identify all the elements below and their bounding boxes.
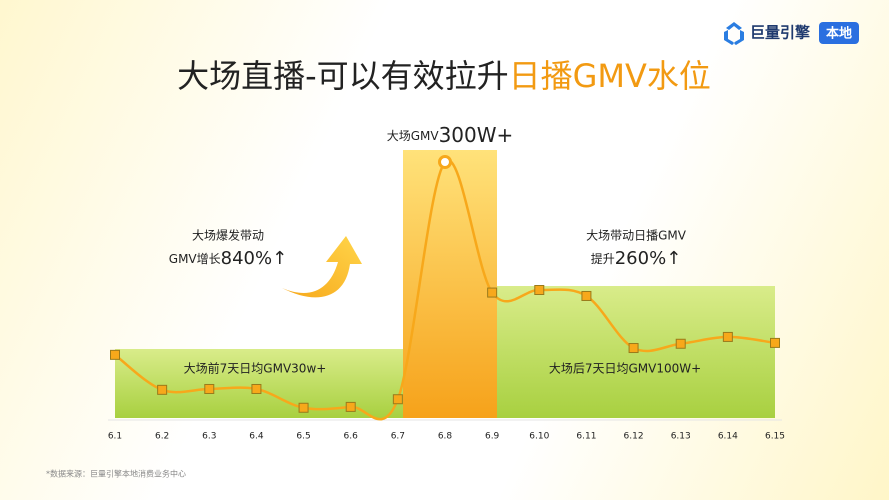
lift-line1: 大场带动日播GMV xyxy=(586,229,687,243)
lift-annotation: 提升260%↑ xyxy=(591,248,682,269)
x-tick-label: 6.12 xyxy=(624,432,644,442)
badge: 本地 xyxy=(826,26,852,42)
marker xyxy=(392,394,403,405)
marker xyxy=(251,383,262,394)
peak-marker xyxy=(438,155,452,169)
marker xyxy=(298,402,309,413)
marker xyxy=(581,290,592,301)
marker xyxy=(770,337,780,348)
after-label: 大场后7天日均GMV100W+ xyxy=(549,362,701,376)
marker xyxy=(157,384,168,395)
growth-value: 840%↑ xyxy=(221,248,288,269)
marker xyxy=(722,331,733,342)
marker xyxy=(628,343,639,354)
x-tick-label: 6.7 xyxy=(391,432,405,442)
marker xyxy=(487,287,498,298)
x-tick-label: 6.10 xyxy=(529,432,549,442)
marker xyxy=(345,401,356,412)
x-tick-label: 6.14 xyxy=(718,432,738,442)
growth-line1: 大场爆发带动 xyxy=(192,228,264,243)
x-tick-label: 6.5 xyxy=(296,432,310,442)
x-tick-label: 6.6 xyxy=(344,432,359,442)
x-tick-label: 6.15 xyxy=(765,432,785,442)
x-tick-label: 6.2 xyxy=(155,432,169,442)
x-tick-label: 6.4 xyxy=(249,432,264,442)
peak-value: 300W+ xyxy=(439,123,514,147)
peak-annotation: 大场GMV300W+ xyxy=(387,123,514,147)
x-tick-label: 6.11 xyxy=(576,432,596,442)
title-main: 大场直播-可以有效拉升 xyxy=(177,57,509,95)
lift-prefix: 提升 xyxy=(591,251,615,266)
growth-annotation: GMV增长840%↑ xyxy=(169,248,287,269)
marker xyxy=(534,285,545,295)
x-tick-label: 6.8 xyxy=(438,432,453,442)
before-label: 大场前7天日均GMV30w+ xyxy=(184,361,327,376)
x-tick-label: 6.13 xyxy=(671,432,691,442)
marker xyxy=(110,349,120,360)
x-tick-label: 6.1 xyxy=(108,432,122,442)
lift-value: 260%↑ xyxy=(615,248,682,269)
peak-column xyxy=(403,150,497,418)
marker xyxy=(675,338,686,349)
peak-prefix: 大场GMV xyxy=(387,129,440,143)
x-tick-label: 6.3 xyxy=(202,432,216,442)
growth-prefix: GMV增长 xyxy=(169,252,221,266)
source-note: *数据来源：巨量引擎本地消费业务中心 xyxy=(46,469,186,479)
marker xyxy=(204,383,215,394)
logo: 巨量引擎 本地 xyxy=(724,22,859,45)
brand: 巨量引擎 xyxy=(750,24,810,42)
growth-arrow xyxy=(282,236,362,298)
x-tick-label: 6.9 xyxy=(485,432,500,442)
chart-title: 大场直播-可以有效拉升日播GMV水位 xyxy=(177,57,711,95)
title-highlight: 日播GMV水位 xyxy=(509,57,711,95)
before-box xyxy=(115,349,403,418)
